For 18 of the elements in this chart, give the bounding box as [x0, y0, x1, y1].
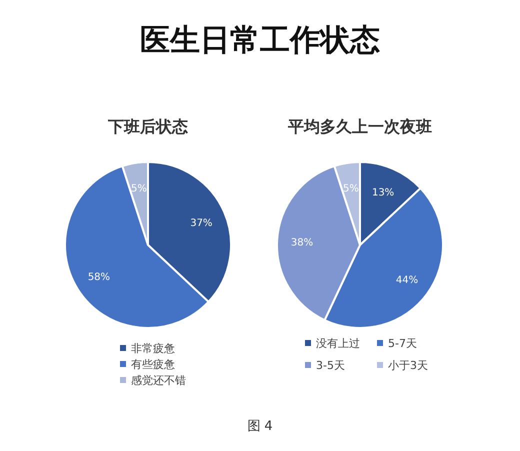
data-label: 5% [342, 184, 359, 195]
caption: 图 4 [247, 419, 273, 434]
legend-label: 非常疲惫 [131, 342, 175, 355]
legend-label: 有些疲惫 [131, 358, 175, 371]
legend-label: 小于3天 [388, 359, 428, 372]
text: 医生日常工作状态 [140, 23, 380, 58]
legend-label: 感觉还不错 [131, 374, 186, 387]
legend-label: 没有上过 [316, 337, 360, 350]
data-label: 13% [372, 188, 394, 199]
data-label: 44% [396, 275, 418, 286]
chart-title: 平均多久上一次夜班 [287, 117, 432, 136]
data-label: 5% [130, 184, 147, 195]
legend-label: 3-5天 [316, 359, 345, 372]
data-label: 58% [88, 272, 110, 284]
chart-title: 下班后状态 [107, 117, 188, 136]
legend-label: 5-7天 [388, 337, 417, 350]
data-label: 38% [290, 237, 314, 248]
data-label: 37% [190, 218, 212, 229]
